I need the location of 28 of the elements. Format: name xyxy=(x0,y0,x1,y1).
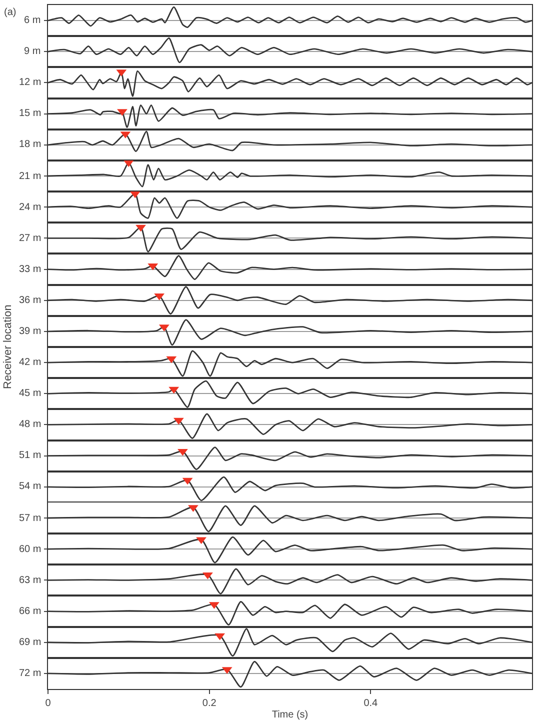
x-axis-title: Time (s) xyxy=(272,710,308,720)
y-axis-title: 12 m xyxy=(19,77,42,88)
chart-title: (a) xyxy=(4,7,16,18)
text: Receiver location xyxy=(2,304,14,389)
y-axis-title: 51 m xyxy=(19,450,42,461)
y-axis-title: 6 m xyxy=(24,15,41,26)
y-axis-title: 54 m xyxy=(19,481,42,492)
y-axis-title: 48 m xyxy=(19,419,42,430)
y-axis-title: 45 m xyxy=(19,388,42,399)
y-axis-title: 27 m xyxy=(19,233,42,244)
y-axis-title: 18 m xyxy=(19,139,42,150)
x-tick-label: 0.4 xyxy=(364,698,378,709)
y-axis-title: 39 m xyxy=(19,326,42,337)
y-axis-title: 21 m xyxy=(19,171,42,182)
y-axis-title: 60 m xyxy=(19,544,42,555)
y-axis-title: 69 m xyxy=(19,637,42,648)
y-axis-title: 42 m xyxy=(19,357,42,368)
x-tick-label: 0.2 xyxy=(202,698,217,709)
y-axis-title: 33 m xyxy=(19,264,42,275)
y-axis-title: 72 m xyxy=(19,668,42,679)
y-axis-title: 15 m xyxy=(19,108,42,119)
y-axis-title: 63 m xyxy=(19,575,42,586)
y-axis-title: 57 m xyxy=(19,513,42,524)
x-tick-label: 0 xyxy=(45,698,52,709)
y-axis-title: 36 m xyxy=(19,295,42,306)
y-axis-title: 24 m xyxy=(19,202,42,213)
y-axis-title: 66 m xyxy=(19,606,42,617)
y-axis-title: 9 m xyxy=(24,46,41,57)
